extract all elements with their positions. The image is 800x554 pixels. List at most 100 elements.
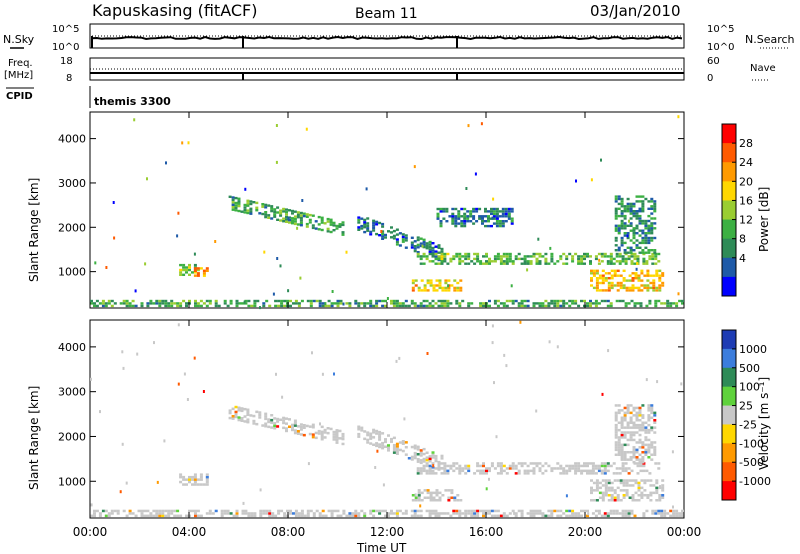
heatmap-cell [631,272,635,275]
heatmap-cell [647,409,651,412]
heatmap-cell [565,255,569,258]
heatmap-cell [188,480,191,484]
heatmap-cell [510,207,514,211]
heatmap-cell [618,512,622,515]
heatmap-cell [550,255,554,258]
freq-unit: [MHz] [4,70,33,81]
heatmap-cell [529,509,533,513]
heatmap-cell [369,432,373,435]
heatmap-cell [392,436,396,440]
heatmap-cell [185,302,188,305]
heatmap-cell [526,299,530,303]
heatmap-cell [439,207,443,211]
heatmap-cell [601,491,605,495]
heatmap-cell [632,227,636,230]
heatmap-cell [229,299,233,303]
heatmap-cell [644,448,648,452]
heatmap-cell [372,509,376,513]
heatmap-cell [556,514,560,518]
heatmap-cell [482,514,485,518]
heatmap-cell [590,489,593,492]
heatmap-cell [294,514,298,518]
heatmap-cell [653,419,657,422]
heatmap-cell [498,210,502,213]
heatmap-cell [629,251,633,254]
heatmap-cell [158,509,162,513]
heatmap-cell [600,299,604,303]
heatmap-cell [681,514,684,518]
heatmap-point [491,324,494,328]
nsky-trace [91,35,683,48]
heatmap-cell [199,478,203,481]
heatmap-point [465,187,468,190]
heatmap-cell [653,446,657,449]
heatmap-cell [398,448,402,452]
heatmap-cell [646,272,650,275]
heatmap-cell [482,464,485,468]
heatmap-cell [311,426,315,429]
heatmap-cell [571,514,575,518]
heatmap-cell [273,210,277,213]
heatmap-cell [490,210,493,213]
heatmap-cell [291,209,294,213]
heatmap-cell [330,509,334,513]
heatmap-cell [234,413,238,416]
heatmap-cell [458,514,462,518]
heatmap-cell [502,464,506,468]
heatmap-cell [610,284,614,287]
heatmap-cell [450,496,454,499]
heatmap-cell [285,427,288,430]
heatmap-cell [479,472,483,475]
heatmap-cell [442,210,446,213]
heatmap-cell [620,227,624,230]
heatmap-cell [484,215,487,218]
heatmap-cell [623,210,627,213]
heatmap-cell [641,441,645,444]
heatmap-cell [654,302,658,305]
heatmap-cell [429,284,433,287]
heatmap-cell [607,277,611,280]
heatmap-cell [302,433,306,437]
heatmap-cell [638,438,642,442]
heatmap-cell [553,467,557,470]
heatmap-cell [401,440,405,443]
heatmap-cell [640,269,644,272]
heatmap-cell [633,262,637,265]
heatmap-cell [279,214,283,217]
heatmap-cell [194,514,197,518]
heatmap-cell [614,200,618,203]
heatmap-cell [616,479,620,482]
heatmap-cell [155,514,159,518]
heatmap-cell [336,514,340,518]
heatmap-cell [432,289,436,292]
heatmap-cell [226,509,230,513]
heatmap-cell [496,252,500,256]
heatmap-cell [520,462,524,465]
heatmap-cell [285,429,288,433]
heatmap-cell [538,467,542,470]
heatmap-cell [616,499,620,502]
heatmap-cell [335,436,339,439]
heatmap-cell [644,451,648,454]
heatmap-cell [643,286,647,290]
heatmap-cell [556,302,560,305]
heatmap-point [163,439,166,443]
heatmap-cell [490,224,493,228]
heatmap-cell [125,304,129,308]
heatmap-cell [538,462,542,465]
colorbar-swatch [722,162,736,182]
heatmap-cell [629,431,633,434]
heatmap-cell [297,514,301,518]
heatmap-cell [590,284,593,287]
heatmap-cell [392,302,396,305]
heatmap-cell [590,269,593,272]
heatmap-point [202,390,205,393]
heatmap-cell [440,252,444,256]
heatmap-cell [196,302,200,305]
heatmap-cell [464,514,468,518]
heatmap-cell [463,215,467,218]
heatmap-point [403,417,406,421]
heatmap-cell [437,246,441,249]
heatmap-cell [291,426,294,429]
